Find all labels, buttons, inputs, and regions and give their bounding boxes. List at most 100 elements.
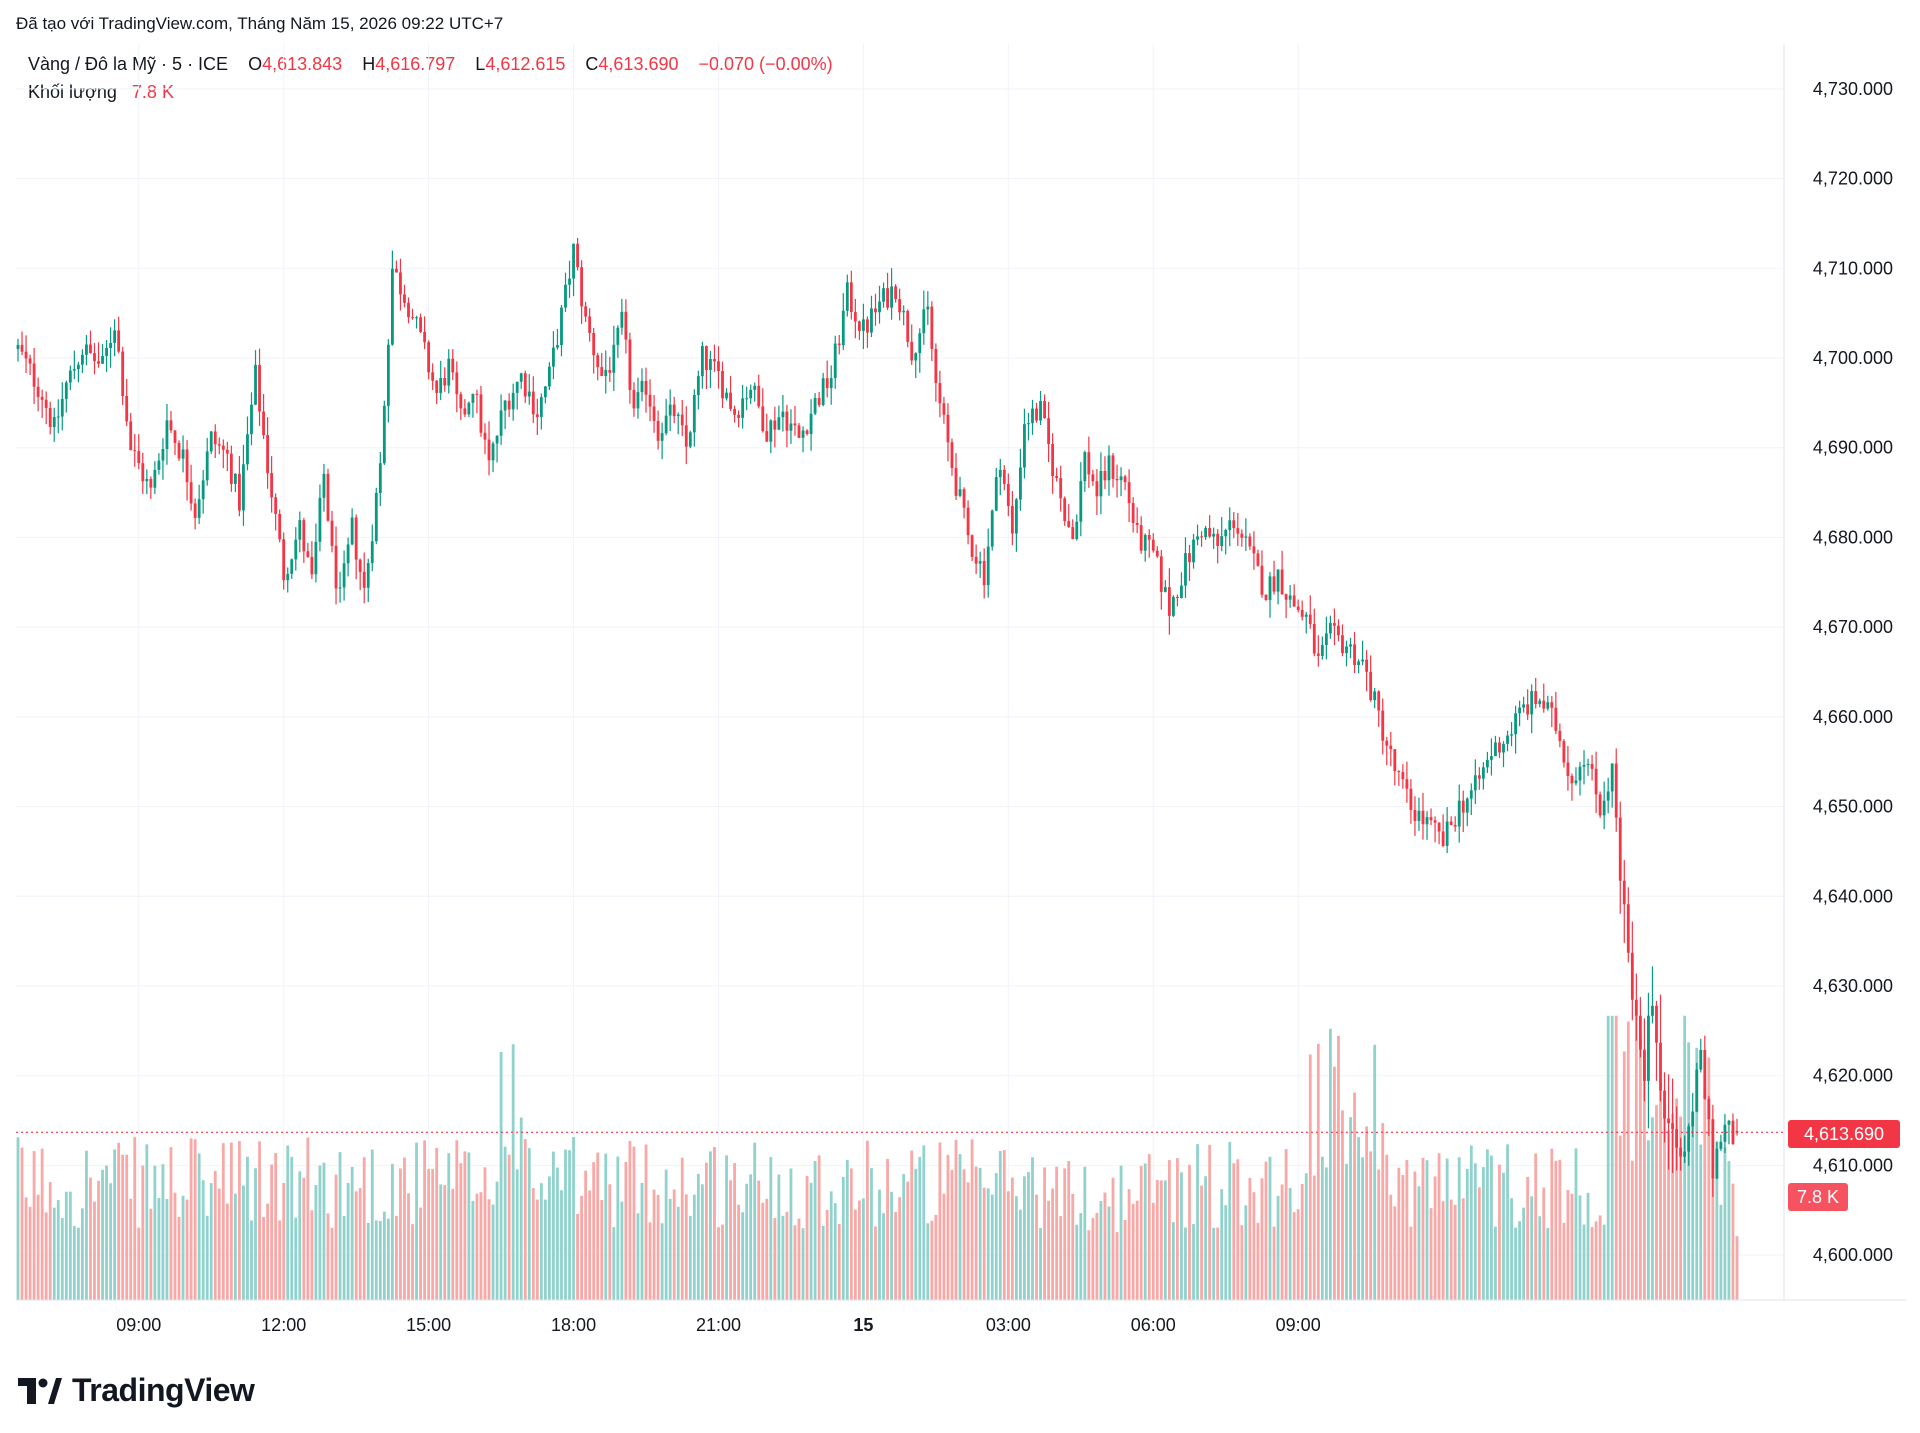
volume-bar — [914, 1168, 918, 1300]
volume-bar — [632, 1146, 636, 1300]
volume-bar — [737, 1204, 741, 1300]
volume-bar — [1171, 1222, 1175, 1300]
price-tick-label: 4,700.000 — [1813, 348, 1893, 368]
volume-bar — [1638, 1034, 1642, 1300]
candle-body — [447, 358, 451, 386]
volume-bar — [479, 1192, 483, 1300]
volume-bar — [1014, 1196, 1018, 1300]
volume-bar — [282, 1183, 286, 1300]
volume-bar — [169, 1147, 173, 1300]
volume-bar — [1111, 1177, 1115, 1300]
volume-bar — [1413, 1171, 1417, 1300]
volume-bar — [1622, 1051, 1626, 1300]
candle-body — [1602, 800, 1606, 816]
candle-body — [793, 423, 797, 426]
candle-body — [1405, 779, 1409, 789]
volume-bar — [382, 1211, 386, 1300]
candle-body — [644, 380, 648, 395]
volume-bar — [258, 1141, 261, 1300]
volume-bar — [552, 1151, 555, 1300]
candle-body — [1304, 614, 1308, 617]
volume-bar — [1119, 1165, 1123, 1300]
volume-bar — [44, 1212, 48, 1300]
volume-bar — [495, 1181, 499, 1300]
volume-bar — [1288, 1188, 1292, 1300]
volume-bar — [793, 1225, 797, 1300]
candle-body — [1538, 700, 1542, 705]
candle-body — [870, 308, 873, 333]
volume-bar — [1405, 1159, 1409, 1300]
candle-body — [539, 397, 543, 418]
candle-body — [866, 319, 869, 333]
volume-bar — [713, 1146, 716, 1300]
volume-bar — [1087, 1230, 1091, 1300]
price-chart[interactable]: 4,730.000 4,720.000 4,710.000 4,700.000 4,69… — [0, 0, 1920, 1360]
volume-bar — [1051, 1188, 1055, 1300]
volume-bar — [862, 1198, 865, 1300]
candle-body — [600, 367, 604, 376]
candle-body — [48, 408, 52, 428]
volume-bar — [1099, 1201, 1103, 1300]
candle-body — [238, 473, 241, 511]
candle-body — [564, 284, 567, 308]
candle-body — [886, 288, 889, 308]
volume-bar — [89, 1177, 92, 1300]
candle-body — [1063, 498, 1067, 522]
volume-bar — [1594, 1221, 1598, 1300]
close-value: 4,613.690 — [598, 54, 679, 74]
candle-body — [213, 431, 217, 445]
candle-body — [833, 343, 837, 379]
volume-bar — [813, 1161, 817, 1300]
volume-bar — [1634, 1015, 1638, 1300]
volume-bar — [117, 1142, 121, 1300]
candle-body — [495, 435, 499, 444]
volume-bar — [1618, 1135, 1622, 1300]
candle-body — [624, 311, 628, 340]
price-tick-label: 4,670.000 — [1813, 617, 1893, 637]
candle-body — [620, 311, 624, 328]
candle-body — [1345, 646, 1348, 654]
volume-bar — [338, 1152, 342, 1300]
candle-body — [680, 414, 684, 426]
volume-bar — [177, 1216, 181, 1300]
candle-body — [254, 364, 257, 405]
candle-body — [153, 469, 157, 488]
volume-bar — [866, 1140, 869, 1300]
candle-body — [1638, 1015, 1642, 1050]
volume-bar — [648, 1222, 652, 1300]
candle-body — [942, 403, 946, 415]
volume-bar — [423, 1140, 427, 1300]
candle-body — [1123, 476, 1127, 483]
tradingview-logo[interactable]: TradingView — [18, 1372, 255, 1409]
candle-body — [1067, 521, 1071, 528]
volume-bar — [1019, 1209, 1022, 1300]
price-tick-label: 4,610.000 — [1813, 1155, 1893, 1175]
last-price-label: 4,613.690 — [1804, 1124, 1884, 1144]
volume-bar — [878, 1189, 881, 1300]
symbol-label[interactable]: Vàng / Đô la Mỹ · 5 · ICE — [28, 54, 229, 74]
volume-label[interactable]: Khối lượng — [28, 82, 117, 102]
candle-body — [1610, 763, 1614, 792]
candle-body — [560, 307, 563, 346]
candle-body — [1224, 530, 1228, 537]
volume-bar — [958, 1154, 962, 1300]
candle-body — [318, 497, 322, 542]
time-axis[interactable]: 09:00 12:00 15:00 18:00 21:00 15 03:00 06:00 09:… — [116, 1315, 1320, 1335]
candle-body — [1663, 1090, 1666, 1119]
volume-bar — [1425, 1160, 1429, 1300]
candle-body — [1626, 904, 1630, 953]
volume-bar — [1719, 1204, 1723, 1300]
candle-body — [189, 482, 193, 504]
volume-bar — [797, 1218, 801, 1300]
candle-body — [1115, 478, 1119, 481]
candle-body — [161, 449, 165, 461]
volume-bar — [407, 1193, 410, 1300]
candle-body — [1365, 659, 1369, 672]
volume-bar — [52, 1207, 56, 1300]
volume-bar — [568, 1150, 571, 1300]
volume-bar — [789, 1168, 793, 1300]
candle-body — [934, 348, 938, 384]
price-axis[interactable]: 4,730.000 4,720.000 4,710.000 4,700.000 4,69… — [1813, 79, 1893, 1265]
volume-bar — [1328, 1028, 1332, 1300]
time-tick-label: 06:00 — [1131, 1315, 1176, 1335]
